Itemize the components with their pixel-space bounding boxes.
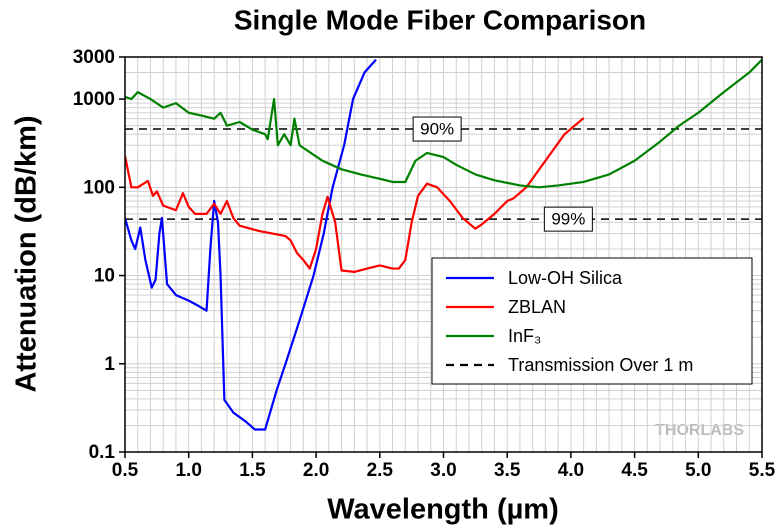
x-tick-label: 2.5	[367, 460, 394, 481]
y-tick-label: 0.1	[89, 442, 116, 463]
x-tick-label: 1.0	[175, 460, 201, 481]
x-axis-label: Wavelength (µm)	[327, 494, 559, 526]
legend-label: InF₃	[508, 326, 541, 346]
watermark: THORLABS	[655, 422, 744, 439]
series-line	[125, 117, 585, 273]
x-tick-label: 4.5	[621, 460, 648, 481]
reference-label-box	[412, 116, 462, 142]
series-line	[125, 58, 377, 431]
x-tick-label: 5.5	[749, 460, 776, 481]
reference-label: 90%	[420, 120, 454, 139]
y-tick-label: 10	[94, 266, 115, 287]
x-tick-label: 3.0	[430, 460, 456, 481]
legend-label: Transmission Over 1 m	[508, 355, 693, 375]
reference-label-box	[543, 206, 593, 232]
x-tick-label: 2.0	[303, 460, 329, 481]
legend-label: Low-OH Silica	[508, 268, 623, 288]
legend-label: ZBLAN	[508, 297, 566, 317]
y-tick-label: 1	[104, 354, 115, 375]
x-tick-label: 4.0	[558, 460, 584, 481]
y-axis-label: Attenuation (dB/km)	[11, 115, 43, 392]
plot-frame	[124, 56, 763, 453]
series-line	[125, 58, 762, 189]
y-tick-label: 1000	[73, 89, 115, 110]
reference-label: 99%	[551, 210, 585, 229]
x-tick-label: 0.5	[112, 460, 139, 481]
x-tick-label: 5.0	[685, 460, 711, 481]
x-tick-label: 3.5	[494, 460, 521, 481]
chart-title: Single Mode Fiber Comparison	[234, 4, 646, 35]
x-tick-label: 1.5	[239, 460, 266, 481]
y-tick-label: 100	[83, 177, 115, 198]
y-tick-label: 3000	[73, 47, 115, 68]
